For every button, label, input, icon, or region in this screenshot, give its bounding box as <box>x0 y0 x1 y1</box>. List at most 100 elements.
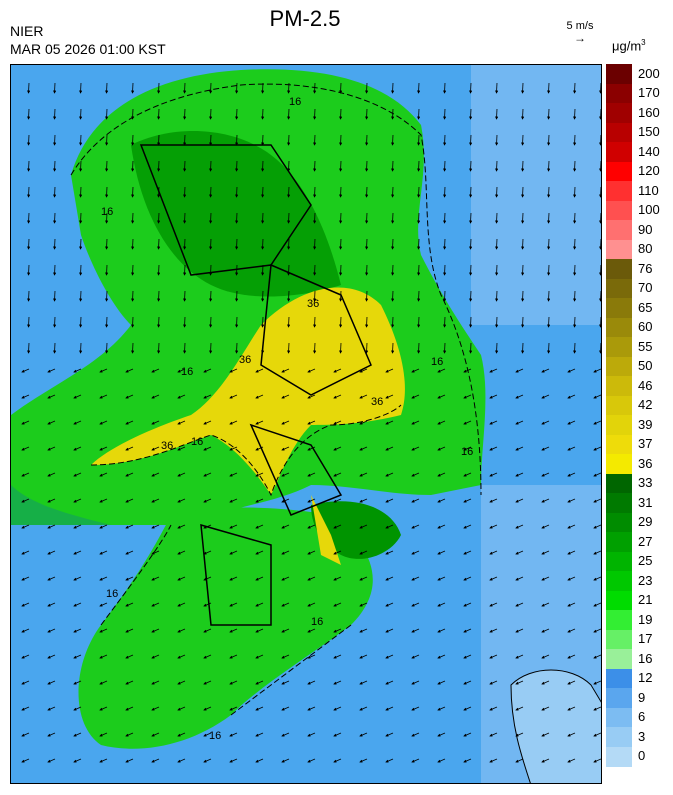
wind-arrow <box>521 160 525 172</box>
legend-swatch <box>606 200 632 221</box>
wind-arrow <box>333 758 342 763</box>
wind-arrow <box>437 628 446 633</box>
wind-arrow <box>599 134 601 146</box>
wind-arrow <box>437 732 446 737</box>
wind-arrow <box>53 186 57 198</box>
wind-arrow <box>489 758 498 763</box>
wind-arrow <box>593 446 601 451</box>
legend-swatch <box>606 415 632 435</box>
wind-arrow <box>157 160 161 172</box>
wind-arrow <box>27 160 31 172</box>
wind-arrow <box>255 498 264 503</box>
wind-arrow <box>385 394 394 399</box>
wind-arrow <box>515 576 524 581</box>
wind-arrow <box>151 576 160 581</box>
wind-arrow <box>151 602 160 607</box>
wind-arrow <box>567 498 576 503</box>
wind-arrow <box>391 238 395 250</box>
legend-swatch <box>606 649 632 669</box>
wind-arrow <box>209 238 213 250</box>
wind-arrow <box>27 290 31 302</box>
wind-arrow <box>125 368 134 373</box>
wind-arrow <box>235 186 239 198</box>
wind-arrow <box>21 420 30 425</box>
wind-arrow <box>541 498 550 503</box>
wind-arrow <box>593 498 601 503</box>
wind-arrow <box>47 524 56 529</box>
contour-36 <box>90 404 402 497</box>
legend-label: 150 <box>638 124 660 140</box>
wind-arrow <box>229 654 238 659</box>
legend-label: 37 <box>638 436 653 452</box>
legend-swatch <box>606 317 632 338</box>
legend-label: 6 <box>638 709 646 725</box>
wind-arrow <box>495 160 499 172</box>
wind-arrow <box>125 524 134 529</box>
wind-arrow <box>391 290 395 302</box>
wind-arrow <box>541 446 550 451</box>
wind-arrow <box>567 732 576 737</box>
wind-arrow <box>495 342 499 354</box>
wind-arrow <box>411 602 420 607</box>
map-canvas: 16 16 16 16 16 16 16 36 36 36 36 16 16 <box>11 65 601 783</box>
wind-arrow <box>255 524 264 529</box>
wind-arrow <box>567 680 576 685</box>
wind-arrow <box>489 602 498 607</box>
wind-arrow <box>125 472 134 477</box>
wind-arrow <box>469 264 473 276</box>
wind-arrow <box>547 186 551 198</box>
wind-arrow <box>359 420 368 425</box>
wind-arrow <box>313 186 317 198</box>
legend-swatch <box>606 707 632 728</box>
wind-arrow <box>105 160 109 172</box>
wind-arrow <box>599 290 601 302</box>
wind-arrow <box>307 758 316 763</box>
wind-arrow <box>79 108 83 120</box>
wind-arrow <box>541 654 550 659</box>
wind-arrow <box>73 680 82 685</box>
wind-arrow <box>105 212 109 224</box>
wind-arrow <box>125 550 134 555</box>
legend-label: 90 <box>638 221 653 237</box>
wind-arrow <box>391 186 395 198</box>
wind-arrow <box>521 212 525 224</box>
wind-arrow <box>495 82 499 94</box>
wind-arrow <box>307 446 316 451</box>
wind-arrow <box>391 82 395 94</box>
wind-arrow <box>255 550 264 555</box>
wind-arrow <box>203 420 212 425</box>
wind-arrow <box>281 732 290 737</box>
wind-arrow <box>313 134 317 146</box>
wind-arrow <box>53 108 57 120</box>
wind-arrow <box>203 706 212 711</box>
wind-arrow <box>157 212 161 224</box>
wind-arrow <box>469 160 473 172</box>
legend-label: 27 <box>638 533 653 549</box>
wind-arrow <box>235 160 239 172</box>
wind-arrow <box>463 420 472 425</box>
wind-arrow <box>21 472 30 477</box>
wind-arrow <box>79 134 83 146</box>
wind-arrow <box>47 602 56 607</box>
wind-arrow <box>469 342 473 354</box>
wind-arrow <box>495 238 499 250</box>
wind-arrow <box>53 212 57 224</box>
wind-arrow <box>385 550 394 555</box>
wind-arrow <box>437 550 446 555</box>
wind-arrow <box>125 420 134 425</box>
timestamp-label: MAR 05 2026 01:00 KST <box>10 41 166 57</box>
wind-arrow <box>99 420 108 425</box>
wind-arrow <box>151 472 160 477</box>
wind-arrow <box>27 342 31 354</box>
wind-arrow <box>515 758 524 763</box>
wind-arrow <box>177 498 186 503</box>
wind-arrow <box>333 602 342 607</box>
wind-arrow <box>21 576 30 581</box>
legend-label: 60 <box>638 319 653 335</box>
wind-arrow <box>359 628 368 633</box>
wind-arrow <box>365 134 369 146</box>
wind-arrow <box>27 82 31 94</box>
wind-arrow <box>73 446 82 451</box>
wind-arrow <box>261 290 265 302</box>
wind-arrow <box>515 550 524 555</box>
